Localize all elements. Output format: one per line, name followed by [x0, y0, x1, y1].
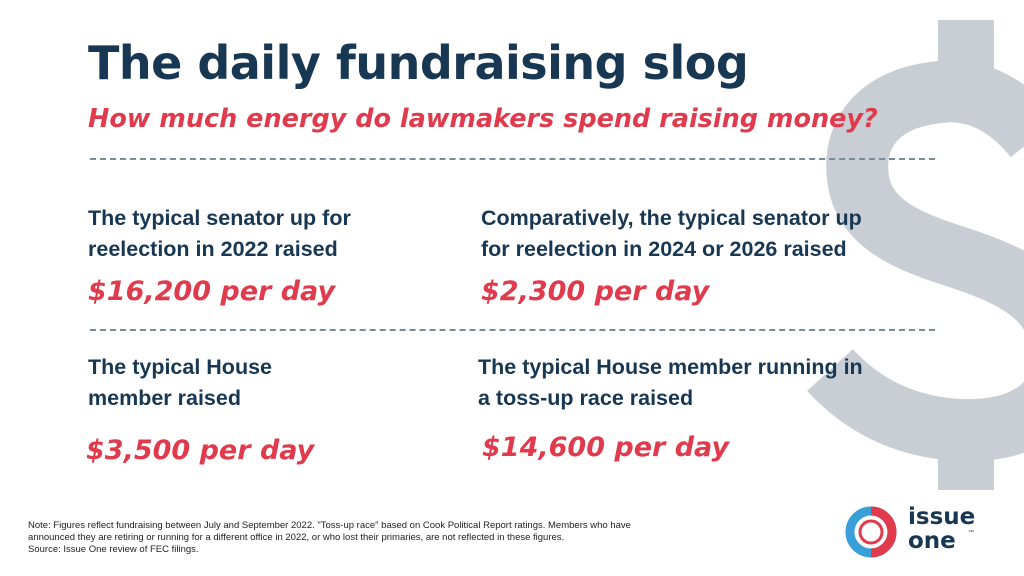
stat-house-tossup-text: The typical House member running in a to… — [478, 355, 863, 410]
stat-house-tossup-value: $14,600 per day — [482, 432, 730, 463]
stat-senator-2024-2026-value: $2,300 per day — [481, 276, 710, 307]
dashed-divider-middle — [90, 329, 935, 331]
page-title: The daily fundraising slog — [88, 36, 749, 90]
page-subtitle: How much energy do lawmakers spend raisi… — [88, 104, 878, 134]
footnote: Note: Figures reflect fundraising betwee… — [28, 520, 631, 555]
dollar-sign-icon — [807, 20, 1024, 490]
stat-senator-2022-value: $16,200 per day — [88, 276, 336, 307]
stat-house-member-text: The typical House member raised — [88, 355, 272, 410]
dashed-divider-top — [90, 158, 935, 160]
stat-house-member-value: $3,500 per day — [86, 435, 315, 466]
logo-wordmark: issue one — [908, 504, 976, 554]
logo-ring-icon — [845, 506, 897, 558]
stat-senator-2022-text: The typical senator up for reelection in… — [88, 206, 351, 261]
trademark-mark: ™ — [968, 530, 974, 536]
issue-one-logo: issue one ™ — [835, 498, 1005, 562]
stat-senator-2024-2026-text: Comparatively, the typical senator up fo… — [481, 206, 862, 261]
